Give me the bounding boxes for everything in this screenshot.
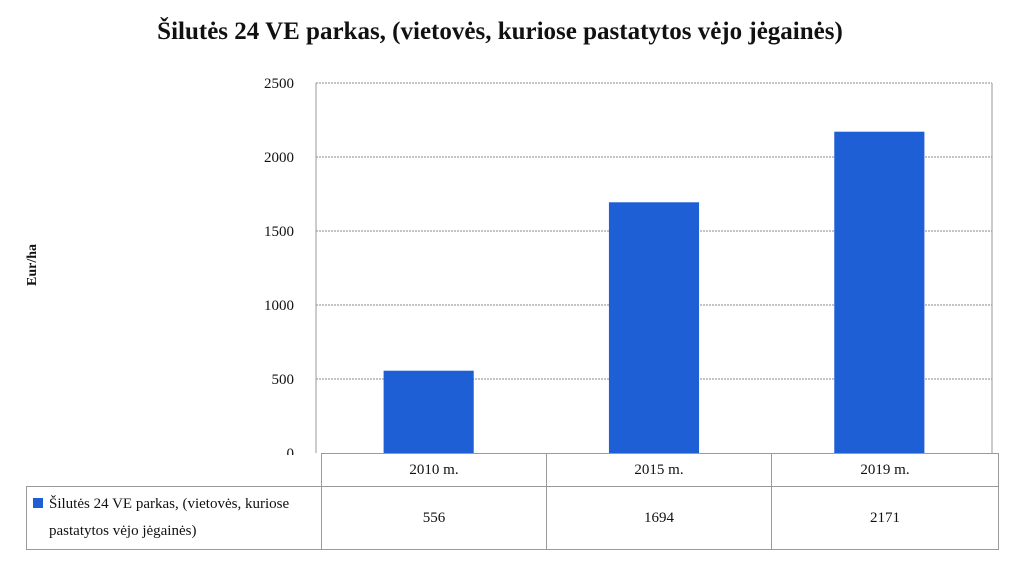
data-value-label: 556 [321, 486, 547, 550]
category-header-row: 2010 m. 2015 m. 2019 m. [26, 453, 999, 487]
y-tick-label: 500 [272, 372, 295, 388]
legend-label-line2: pastatytos vėjo jėgainės) [49, 523, 197, 539]
category-label: 2015 m. [546, 453, 772, 487]
y-tick-label: 2500 [264, 76, 294, 92]
bars [383, 131, 925, 453]
legend-entry: Šilutės 24 VE parkas, (vietovės, kuriose… [26, 486, 322, 550]
legend-swatch [33, 498, 43, 508]
y-tick-label: 1500 [264, 224, 294, 240]
bar [608, 202, 700, 453]
bar [834, 131, 925, 453]
y-axis-ticks: 0 500 1000 1500 2000 2500 [264, 76, 294, 455]
category-label: 2010 m. [321, 453, 547, 487]
legend-label-line1: Šilutės 24 VE parkas, (vietovės, kuriose [49, 496, 290, 512]
table-corner-cell [26, 453, 322, 487]
plot-frame [315, 83, 993, 453]
y-tick-label: 0 [287, 446, 295, 455]
y-tick-label: 2000 [264, 150, 294, 166]
data-value-label: 2171 [771, 486, 999, 550]
category-label: 2019 m. [771, 453, 999, 487]
data-value-label: 1694 [546, 486, 772, 550]
chart-title: Šilutės 24 VE parkas, (vietovės, kuriose… [157, 18, 843, 45]
bar-chart: 0 500 1000 1500 2000 2500 [264, 76, 993, 455]
y-tick-label: 1000 [264, 298, 294, 314]
series-value-row: Šilutės 24 VE parkas, (vietovės, kuriose… [26, 486, 999, 550]
bar [383, 370, 474, 453]
data-table: 2010 m. 2015 m. 2019 m. Šilutės 24 VE pa… [26, 453, 999, 550]
